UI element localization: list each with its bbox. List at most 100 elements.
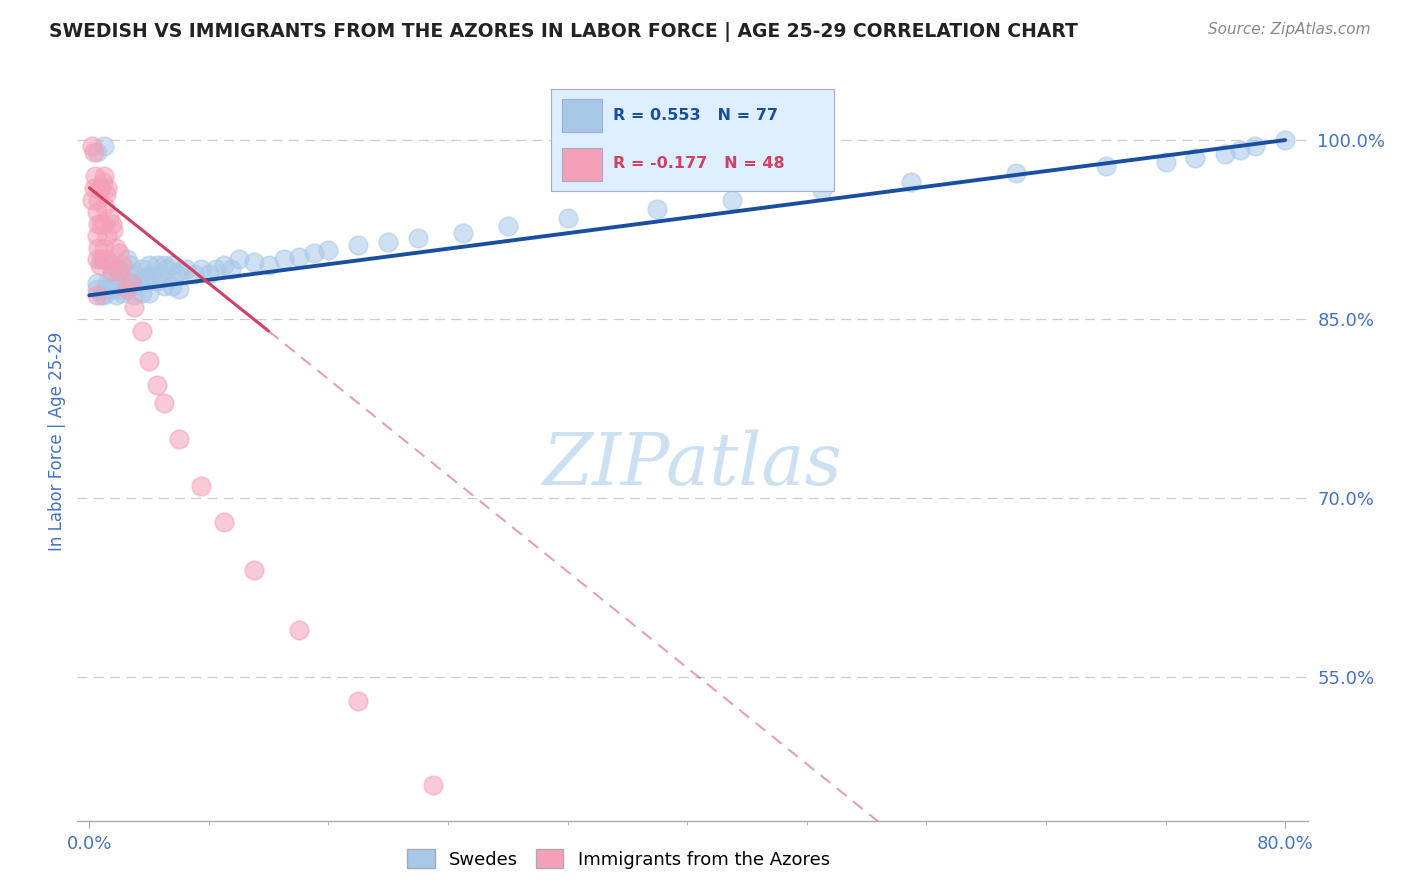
Point	[1244, 139, 1267, 153]
Point	[1154, 154, 1177, 169]
Point	[257, 259, 280, 273]
Point	[94, 252, 117, 267]
Point	[108, 264, 131, 278]
Point	[160, 278, 183, 293]
Point	[153, 278, 176, 293]
Point	[377, 235, 399, 249]
Point	[318, 243, 340, 257]
Point	[273, 252, 295, 267]
Point	[118, 278, 141, 293]
Point	[82, 139, 104, 153]
Point	[115, 274, 138, 288]
Point	[115, 252, 138, 267]
Point	[160, 259, 183, 273]
Point	[89, 259, 111, 273]
Point	[150, 267, 173, 281]
Point	[131, 285, 153, 300]
Point	[100, 270, 122, 285]
Point	[87, 193, 110, 207]
Point	[141, 267, 163, 281]
Point	[810, 183, 832, 197]
Point	[138, 285, 160, 300]
Point	[111, 264, 134, 278]
Point	[145, 377, 167, 392]
Point	[91, 175, 114, 189]
Point	[93, 169, 115, 183]
Point	[93, 240, 115, 254]
Point	[287, 250, 309, 264]
Point	[1274, 133, 1296, 147]
Point	[900, 175, 922, 189]
Point	[145, 274, 167, 288]
Point	[103, 222, 125, 236]
Point	[90, 252, 112, 267]
Point	[89, 181, 111, 195]
Point	[96, 277, 118, 291]
Point	[422, 778, 444, 792]
Point	[111, 259, 134, 273]
Point	[1229, 143, 1251, 157]
Point	[242, 563, 264, 577]
Point	[1005, 166, 1028, 180]
Point	[228, 252, 250, 267]
Point	[120, 277, 142, 291]
Text: ZIPatlas: ZIPatlas	[543, 429, 842, 500]
Point	[108, 282, 131, 296]
Point	[86, 282, 108, 296]
Point	[557, 211, 579, 225]
Point	[1184, 151, 1206, 165]
Point	[96, 282, 118, 296]
Point	[87, 217, 110, 231]
Point	[212, 259, 235, 273]
Legend: Swedes, Immigrants from the Azores: Swedes, Immigrants from the Azores	[401, 842, 837, 876]
Point	[105, 240, 128, 254]
Point	[83, 145, 105, 159]
Point	[138, 274, 160, 288]
Point	[347, 238, 370, 252]
Point	[105, 278, 128, 293]
Point	[122, 300, 145, 314]
Point	[190, 479, 212, 493]
Point	[721, 193, 744, 207]
Point	[100, 217, 122, 231]
Point	[347, 694, 370, 708]
Point	[131, 324, 153, 338]
Point	[91, 252, 114, 267]
Point	[212, 515, 235, 529]
Point	[83, 181, 105, 195]
Point	[100, 264, 122, 278]
Point	[86, 252, 108, 267]
Point	[145, 259, 167, 273]
Point	[105, 288, 128, 302]
Point	[87, 240, 110, 254]
Point	[153, 259, 176, 273]
Text: SWEDISH VS IMMIGRANTS FROM THE AZORES IN LABOR FORCE | AGE 25-29 CORRELATION CHA: SWEDISH VS IMMIGRANTS FROM THE AZORES IN…	[49, 22, 1078, 42]
Point	[1215, 147, 1237, 161]
Point	[183, 267, 205, 281]
Point	[90, 288, 112, 302]
Point	[135, 270, 157, 285]
Point	[128, 274, 150, 288]
Point	[111, 285, 134, 300]
Y-axis label: In Labor Force | Age 25-29: In Labor Force | Age 25-29	[48, 332, 66, 551]
Point	[496, 219, 519, 233]
Point	[84, 169, 107, 183]
Point	[86, 228, 108, 243]
Point	[96, 228, 118, 243]
Point	[100, 259, 122, 273]
Point	[221, 262, 243, 277]
Point	[190, 262, 212, 277]
Point	[86, 145, 108, 159]
Point	[118, 259, 141, 273]
Point	[86, 277, 108, 291]
Point	[93, 217, 115, 231]
Point	[96, 181, 118, 195]
Point	[176, 262, 198, 277]
Point	[93, 282, 115, 296]
Point	[86, 288, 108, 302]
Point	[647, 202, 669, 217]
Point	[93, 139, 115, 153]
Point	[94, 186, 117, 201]
Point	[100, 282, 122, 296]
Point	[90, 181, 112, 195]
